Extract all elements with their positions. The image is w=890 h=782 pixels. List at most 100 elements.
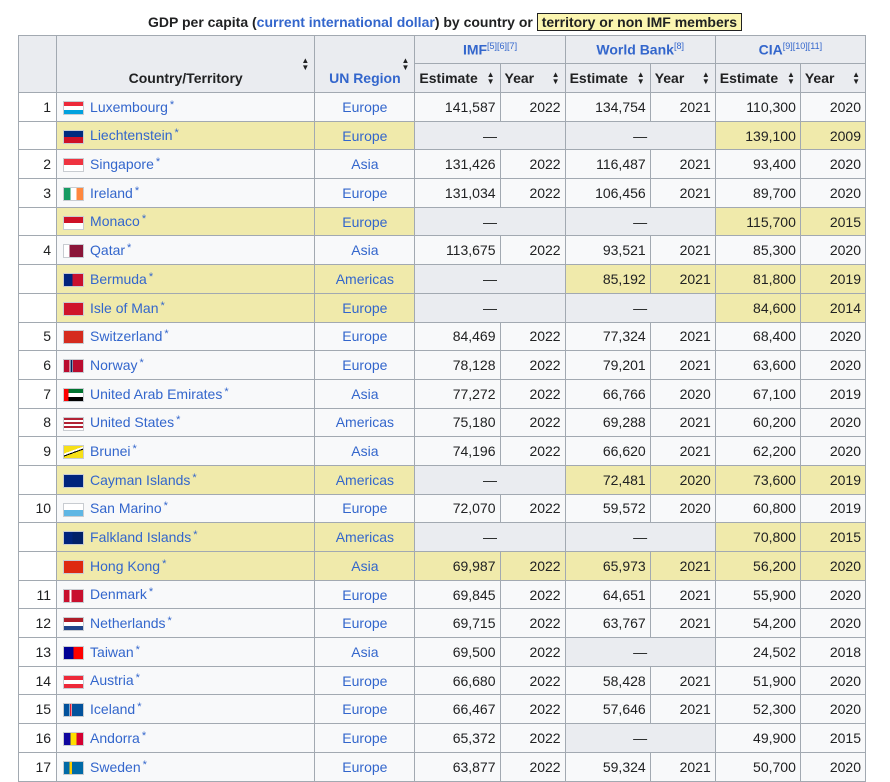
singapore-flag-icon[interactable] [63,158,85,173]
footnote-asterisk-link[interactable]: * [139,356,144,369]
region-link[interactable]: Europe [314,493,416,524]
region-link[interactable]: Europe [314,178,416,208]
region-link[interactable]: Europe [314,751,416,782]
country-link[interactable]: Singapore [90,156,154,173]
footnote-asterisk-link[interactable]: * [135,643,140,656]
footnote-asterisk-link[interactable]: * [137,701,142,714]
qatar-flag-icon[interactable] [63,244,85,259]
region-link[interactable]: Europe [314,206,416,237]
monaco-flag-icon[interactable] [63,215,85,230]
country-link[interactable]: Iceland [90,701,136,718]
footnote-asterisk-link[interactable]: * [132,442,137,455]
country-link[interactable]: Andorra [90,729,140,746]
country-link[interactable]: Liechtenstein [90,127,173,144]
region-link[interactable]: Asia [314,637,416,667]
country-link[interactable]: Cayman Islands [90,471,191,488]
country-link[interactable]: Monaco [90,213,140,230]
region-link[interactable]: Europe [314,694,416,725]
footnote-asterisk-link[interactable]: * [160,299,165,312]
denmark-flag-icon[interactable] [63,588,85,603]
switzerland-flag-icon[interactable] [63,330,85,345]
footnote-asterisk-link[interactable]: * [167,615,172,628]
footnote-asterisk-link[interactable]: * [141,729,147,742]
country-link[interactable]: Luxembourg [90,98,168,115]
region-link[interactable]: Europe [314,723,416,753]
region-link[interactable]: Asia [314,551,416,581]
ireland-flag-icon[interactable] [63,187,85,202]
region-link[interactable]: Asia [314,235,416,266]
sort-icon[interactable]: ▲ ▼ [401,56,410,72]
footnote-asterisk-link[interactable]: * [155,156,161,169]
footnote-asterisk-link[interactable]: * [192,471,197,484]
country-link[interactable]: Isle of Man [90,299,159,316]
footnote-asterisk-link[interactable]: * [134,184,140,197]
brunei-flag-icon[interactable] [63,445,85,460]
isle-of-man-flag-icon[interactable] [63,301,85,316]
liechtenstein-flag-icon[interactable] [63,129,85,144]
san-marino-flag-icon[interactable] [63,502,85,517]
footnote-asterisk-link[interactable]: * [135,672,140,685]
region-link[interactable]: Americas [314,264,416,294]
region-link[interactable]: Europe [314,608,416,639]
falkland-islands-flag-icon[interactable] [63,531,85,546]
wb-estimate-header[interactable]: Estimate ▲ ▼ [564,63,651,93]
footnote-asterisk-link[interactable]: * [148,586,154,599]
sort-icon[interactable]: ▲ ▼ [301,56,310,72]
footnote-asterisk-link[interactable]: * [142,758,147,771]
country-link[interactable]: United Arab Emirates [90,385,223,402]
country-link[interactable]: Denmark [90,586,147,603]
andorra-flag-icon[interactable] [63,732,85,747]
country-link[interactable]: San Marino [90,500,162,517]
region-link[interactable]: Americas [314,522,416,552]
footnote-asterisk-link[interactable]: * [176,414,181,427]
footnote-asterisk-link[interactable]: * [148,270,154,283]
cia-estimate-header[interactable]: Estimate ▲ ▼ [714,63,801,93]
country-link[interactable]: Austria [90,672,134,689]
sort-icon[interactable]: ▲ ▼ [551,70,560,86]
region-link[interactable]: Asia [314,149,416,180]
wb-year-header[interactable]: Year ▲ ▼ [649,63,716,93]
footnote-asterisk-link[interactable]: * [162,557,167,570]
cayman-islands-flag-icon[interactable] [63,473,85,488]
region-header[interactable]: UN Region ▲ ▼ [314,35,416,93]
region-link[interactable]: Europe [314,120,416,151]
region-link[interactable]: Europe [314,321,416,352]
country-link[interactable]: Netherlands [90,615,166,632]
sort-icon[interactable]: ▲ ▼ [852,70,860,86]
country-link[interactable]: Switzerland [90,328,163,345]
footnote-asterisk-link[interactable]: * [193,529,198,541]
bermuda-flag-icon[interactable] [63,273,85,288]
austria-flag-icon[interactable] [63,674,85,689]
footnote-asterisk-link[interactable]: * [141,213,147,226]
country-link[interactable]: Brunei [90,442,131,459]
country-link[interactable]: Falkland Islands [90,529,192,545]
sort-icon[interactable]: ▲ ▼ [786,70,795,86]
imf-year-header[interactable]: Year ▲ ▼ [499,63,566,93]
country-link[interactable]: Taiwan [90,643,134,660]
sort-icon[interactable]: ▲ ▼ [701,70,710,86]
country-link[interactable]: Sweden [90,758,141,775]
region-link[interactable]: Asia [314,436,416,466]
country-link[interactable]: Hong Kong [90,557,161,574]
norway-flag-icon[interactable] [63,359,85,374]
footnote-asterisk-link[interactable]: * [174,127,179,140]
country-header[interactable]: Country/Territory ▲ ▼ [56,35,316,93]
cia-year-header[interactable]: Year ▲ ▼ [799,63,867,93]
region-link[interactable]: Europe [314,350,416,380]
country-link[interactable]: Bermuda [90,270,147,287]
world-bank-group-header[interactable]: World Bank[8] [564,35,716,64]
region-link[interactable]: Europe [314,292,416,323]
country-link[interactable]: Qatar [90,242,126,259]
country-link[interactable]: United States [90,414,175,431]
iceland-flag-icon[interactable] [63,703,85,718]
sort-icon[interactable]: ▲ ▼ [486,70,495,86]
region-link[interactable]: Americas [314,407,416,438]
region-link[interactable]: Europe [314,665,416,696]
cia-group-header[interactable]: CIA[9][10][11] [714,35,867,64]
footnote-asterisk-link[interactable]: * [169,98,175,111]
taiwan-flag-icon[interactable] [63,646,85,661]
usa-flag-icon[interactable] [63,416,85,431]
hong-kong-flag-icon[interactable] [63,559,85,574]
sweden-flag-icon[interactable] [63,760,85,775]
imf-group-header[interactable]: IMF[5][6][7] [414,35,566,64]
